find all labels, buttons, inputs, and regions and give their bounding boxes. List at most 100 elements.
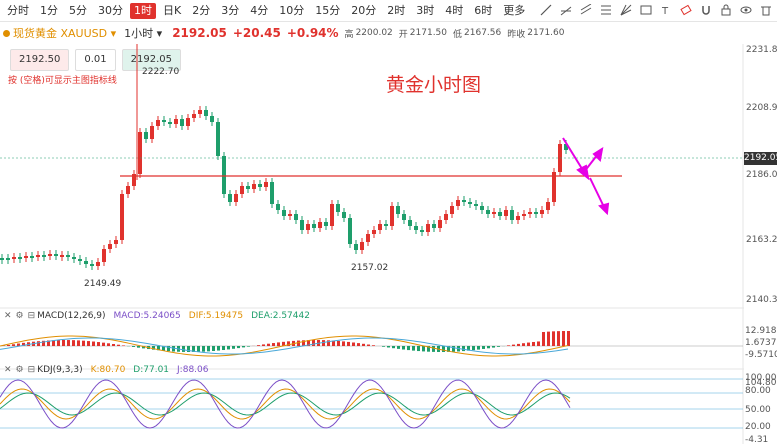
timeframe-1[interactable]: 1分 (40, 3, 58, 17)
sell-price-button[interactable]: 2192.50 (10, 49, 70, 71)
macd-bar (527, 342, 530, 346)
macd-bar (412, 346, 415, 351)
macd-bar (432, 346, 435, 352)
macd-bar (487, 346, 490, 349)
price-chart[interactable]: 2231.85 2208.97 2186.09 2163.22 2140.34 2222… (0, 44, 777, 444)
candle-body (360, 242, 364, 250)
candle-body (486, 210, 490, 214)
expand-icon[interactable]: ⊟ (27, 365, 36, 375)
candle-body (150, 126, 154, 139)
eraser-icon[interactable] (679, 3, 693, 17)
candle-body (468, 202, 472, 204)
candle-body (162, 120, 166, 122)
timeframe-2[interactable]: 5分 (69, 3, 87, 17)
macd-bar (97, 342, 100, 346)
low-label: 低 (453, 29, 463, 40)
macd-bar (212, 346, 215, 351)
kdj-axis-label: 50.00 (745, 405, 771, 415)
delete-icon[interactable] (759, 3, 773, 17)
instrument-name: 现货黄金 (13, 27, 57, 40)
instrument-selector[interactable]: 现货黄金 XAUUSD ▾ (3, 25, 116, 41)
svg-text:T: T (661, 6, 669, 16)
macd-bar (467, 346, 470, 351)
candle-body (378, 224, 382, 230)
fan-tool-icon[interactable] (619, 3, 633, 17)
close-icon[interactable]: ✕ (4, 311, 12, 321)
visibility-icon[interactable] (739, 3, 753, 17)
rectangle-tool-icon[interactable] (639, 3, 653, 17)
macd-bar (57, 340, 60, 346)
timeframe-5[interactable]: 日K (163, 3, 182, 17)
macd-bar (172, 346, 175, 352)
macd-bar (307, 340, 310, 346)
settings-icon[interactable]: ⚙ (15, 311, 24, 321)
timeframe-16[interactable]: 更多 (503, 3, 526, 17)
macd-bar (552, 331, 555, 346)
macd-bar (192, 346, 195, 352)
k-value: K:80.70 (90, 365, 126, 375)
buy-price-button[interactable]: 2192.05 (121, 49, 181, 71)
candle-body (54, 254, 58, 256)
ray-tool-icon[interactable] (559, 3, 573, 17)
candle-body (216, 122, 220, 156)
prev-close-label: 昨收 (507, 29, 526, 40)
candle-body (156, 120, 160, 126)
macd-bar (277, 342, 280, 346)
price-axis-label: 2163.22 (746, 235, 777, 245)
macd-bar (492, 346, 495, 348)
lock-icon[interactable] (719, 3, 733, 17)
timeframe-0[interactable]: 分时 (7, 3, 29, 17)
timeframe-7[interactable]: 3分 (221, 3, 240, 17)
candle-body (204, 110, 208, 116)
expand-icon[interactable]: ⊟ (27, 311, 36, 321)
candle-body (342, 212, 346, 218)
macd-bar (247, 346, 250, 347)
candle-body (390, 206, 394, 226)
candle-body (174, 119, 178, 124)
timeframe-13[interactable]: 3时 (416, 3, 435, 17)
timeframe-15[interactable]: 6时 (474, 3, 493, 17)
period-selector[interactable]: 1小时 ▾ (124, 25, 162, 41)
close-icon[interactable]: ✕ (4, 365, 12, 375)
magnet-icon[interactable] (699, 3, 713, 17)
high-value: 2200.02 (355, 28, 393, 38)
timeframe-4[interactable]: 1时 (130, 2, 156, 19)
fib-tool-icon[interactable] (599, 3, 613, 17)
candle-body (354, 244, 358, 250)
up-arrow-head (592, 146, 604, 163)
candle-body (402, 214, 406, 220)
text-tool-icon[interactable]: T (659, 3, 673, 17)
timeframe-12[interactable]: 2时 (387, 3, 406, 17)
timeframe-3[interactable]: 30分 (98, 3, 123, 17)
chevron-down-icon: ▾ (110, 26, 117, 40)
candle-body (102, 249, 106, 262)
macd-bar (542, 332, 545, 346)
timeframe-10[interactable]: 15分 (315, 3, 341, 17)
macd-bar (322, 340, 325, 346)
timeframe-6[interactable]: 2分 (192, 3, 211, 17)
macd-bar (207, 346, 210, 352)
timeframe-9[interactable]: 10分 (279, 3, 305, 17)
macd-bar (407, 346, 410, 351)
macd-bar (237, 346, 240, 349)
kdj-axis-label: 104.80 (745, 378, 777, 388)
candle-body (348, 218, 352, 244)
macd-bar (472, 346, 475, 351)
macd-bar (82, 340, 85, 346)
timeframe-8[interactable]: 4分 (250, 3, 269, 17)
macd-histogram (0, 331, 743, 357)
candle-body (78, 259, 82, 261)
macd-bar (287, 341, 290, 346)
macd-bar (117, 344, 120, 346)
candle-body (288, 214, 292, 216)
price-change-pct: +0.94% (286, 26, 339, 40)
candle-body (120, 194, 124, 240)
timeframe-14[interactable]: 4时 (445, 3, 464, 17)
settings-icon[interactable]: ⚙ (15, 365, 24, 375)
channel-tool-icon[interactable] (579, 3, 593, 17)
timeframe-11[interactable]: 20分 (351, 3, 377, 17)
order-panel: 2192.50 0.01 2192.05 (10, 49, 181, 71)
spread-field[interactable]: 0.01 (75, 49, 116, 71)
line-tool-icon[interactable] (539, 3, 553, 17)
candle-body (42, 255, 46, 257)
